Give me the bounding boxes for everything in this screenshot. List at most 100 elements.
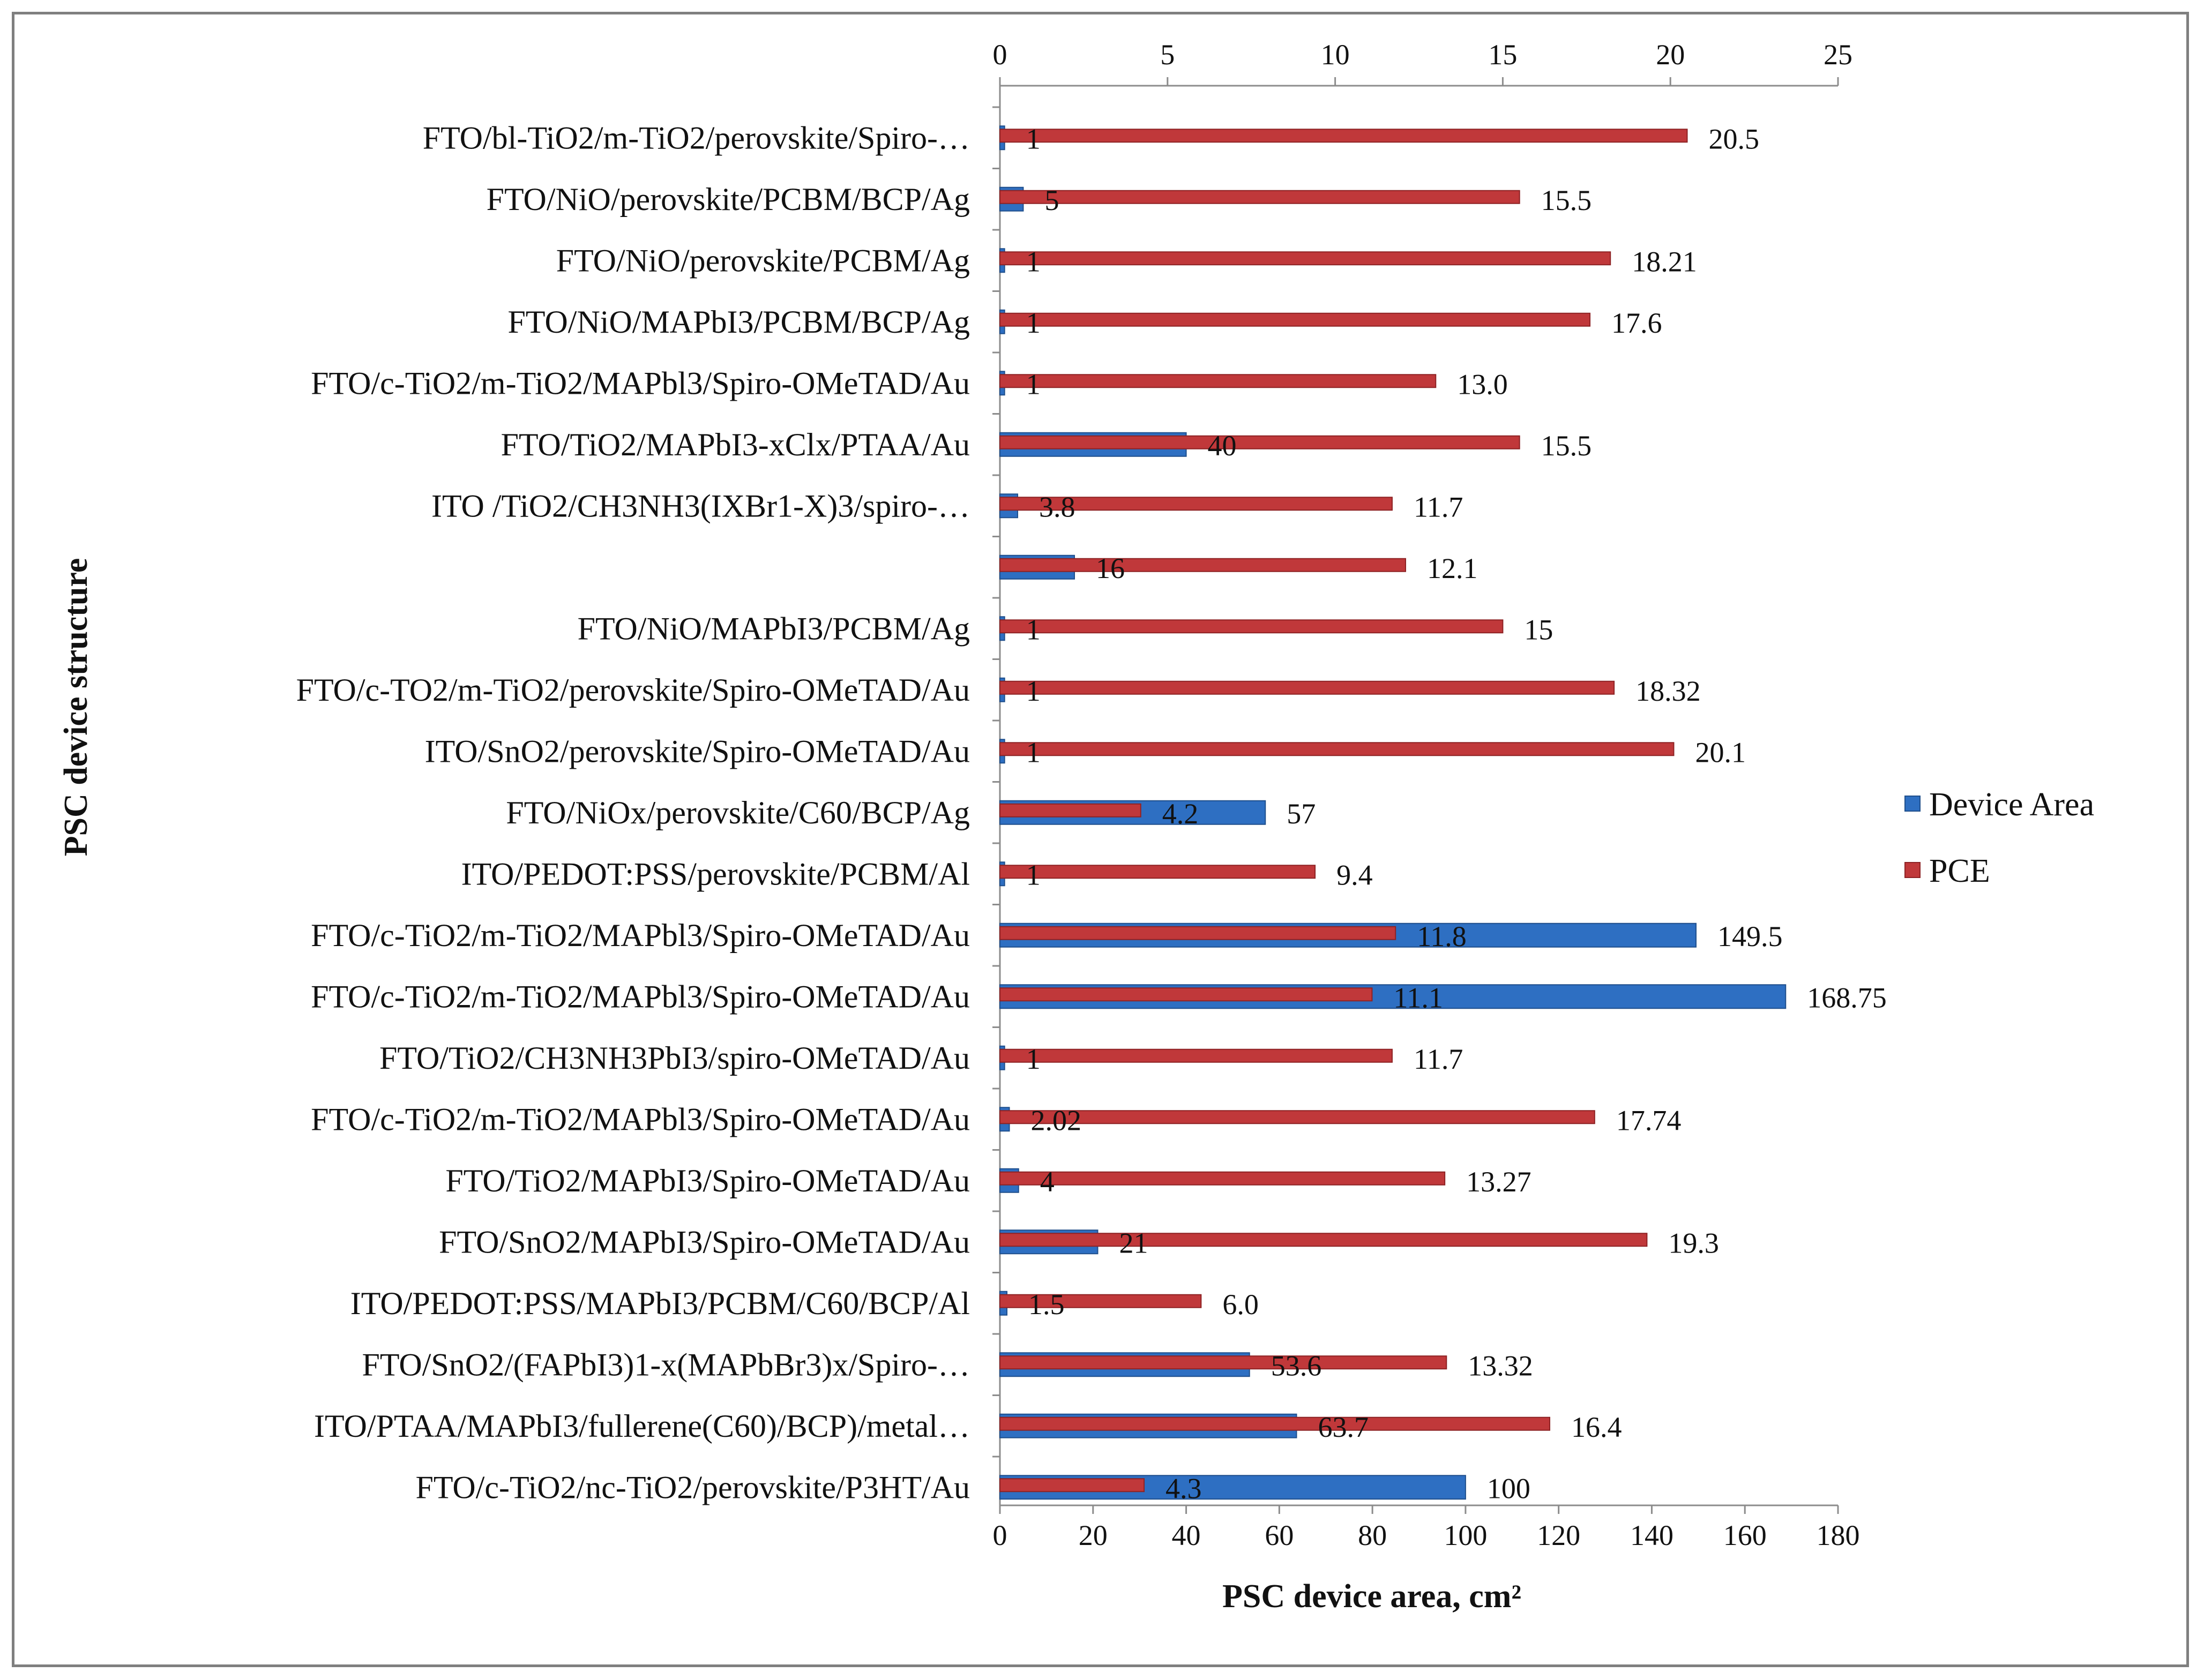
device-area-value-label: 53.6 <box>1271 1349 1322 1382</box>
device-area-value-label: 1 <box>1026 675 1041 707</box>
x-axis-title: PSC device area, cm² <box>1222 1578 1521 1615</box>
labels-layer: FTO/bl-TiO2/m-TiO2/perovskite/Spiro-… 1 20… <box>296 120 1887 1505</box>
category-label: FTO/NiO/MAPbI3/PCBM/BCP/Ag <box>508 304 970 340</box>
pce-bar <box>999 1233 1648 1247</box>
pce-bar <box>999 374 1437 388</box>
device-area-value-label: 16 <box>1096 552 1125 584</box>
device-area-value-label: 1 <box>1026 368 1041 400</box>
pce-value-label: 11.8 <box>1417 920 1467 952</box>
category-label: FTO/NiO/perovskite/PCBM/Ag <box>556 243 970 278</box>
pce-bar <box>999 312 1591 327</box>
category-label: FTO/bl-TiO2/m-TiO2/perovskite/Spiro-… <box>423 120 970 155</box>
bottom-axis-tick-label: 0 <box>993 1519 1007 1551</box>
category-label: ITO/PEDOT:PSS/perovskite/PCBM/Al <box>461 856 970 891</box>
pce-bar <box>999 1110 1595 1124</box>
pce-bar <box>999 1294 1202 1308</box>
bottom-axis-tick-label: 20 <box>1079 1519 1108 1551</box>
pce-value-label: 17.74 <box>1616 1104 1682 1136</box>
category-label: FTO/NiO/MAPbI3/PCBM/Ag <box>578 611 970 646</box>
device-area-value-label: 21 <box>1119 1227 1148 1259</box>
device-area-value-label: 57 <box>1287 798 1316 830</box>
pce-bar <box>999 803 1141 818</box>
pce-bar <box>999 1355 1447 1370</box>
pce-value-label: 15 <box>1524 613 1553 646</box>
legend-label-pce: PCE <box>1929 853 1990 889</box>
pce-value-label: 11.1 <box>1393 981 1443 1014</box>
device-area-value-label: 40 <box>1208 430 1237 462</box>
pce-value-label: 11.7 <box>1414 491 1463 523</box>
device-area-value-label: 5 <box>1044 184 1059 216</box>
category-label: ITO /TiO2/CH3NH3(IXBr1-X)3/spiro-… <box>431 488 970 523</box>
pce-bar <box>999 190 1520 204</box>
category-label: FTO/NiO/perovskite/PCBM/BCP/Ag <box>487 182 970 217</box>
category-label: ITO/PTAA/MAPbI3/fullerene(C60)/BCP)/meta… <box>314 1408 970 1444</box>
top-axis-tick-label: 20 <box>1656 39 1685 71</box>
pce-value-label: 15.5 <box>1541 430 1592 462</box>
device-area-value-label: 1 <box>1026 245 1041 278</box>
pce-value-label: 18.21 <box>1632 245 1697 278</box>
device-area-value-label: 1 <box>1026 859 1041 891</box>
category-label: FTO/c-TiO2/m-TiO2/MAPbl3/Spiro-OMeTAD/Au <box>311 365 970 401</box>
category-label: FTO/TiO2/MAPbI3/Spiro-OMeTAD/Au <box>445 1163 970 1198</box>
top-axis-tick-label: 5 <box>1160 39 1175 71</box>
legend-swatch-device-area <box>1904 796 1921 812</box>
bars-layer <box>999 125 1787 1500</box>
pce-value-label: 17.6 <box>1611 307 1662 339</box>
pce-value-label: 13.0 <box>1457 368 1508 400</box>
device-area-value-label: 63.7 <box>1318 1411 1369 1443</box>
category-label: FTO/c-TO2/m-TiO2/perovskite/Spiro-OMeTAD… <box>296 672 970 708</box>
pce-value-label: 6.0 <box>1222 1288 1259 1321</box>
bottom-axis-tick-label: 40 <box>1172 1519 1201 1551</box>
device-area-value-label: 1 <box>1026 307 1041 339</box>
pce-bar <box>999 435 1520 449</box>
category-label: FTO/SnO2/(FAPbI3)1-x(MAPbBr3)x/Spiro-… <box>362 1347 970 1382</box>
device-area-value-label: 1 <box>1026 123 1041 155</box>
y-axis-title: PSC device structure <box>58 558 94 857</box>
bottom-axis-tick-label: 140 <box>1630 1519 1673 1551</box>
device-area-value-label: 1 <box>1026 1043 1041 1075</box>
pce-value-label: 19.3 <box>1668 1227 1719 1259</box>
pce-value-label: 12.1 <box>1427 552 1478 584</box>
pce-bar <box>999 742 1675 756</box>
bottom-axis-tick-label: 100 <box>1444 1519 1487 1551</box>
category-label: ITO/PEDOT:PSS/MAPbI3/PCBM/C60/BCP/Al <box>350 1286 970 1321</box>
pce-value-label: 9.4 <box>1336 859 1373 891</box>
pce-value-label: 16.4 <box>1571 1411 1622 1443</box>
pce-bar <box>999 619 1504 634</box>
device-area-value-label: 168.75 <box>1807 981 1887 1014</box>
pce-bar <box>999 680 1615 695</box>
device-area-value-label: 1 <box>1026 736 1041 768</box>
pce-value-label: 4.3 <box>1165 1472 1202 1504</box>
pce-bar <box>999 129 1688 143</box>
pce-bar <box>999 926 1396 940</box>
pce-value-label: 4.2 <box>1162 798 1199 830</box>
category-label: FTO/c-TiO2/m-TiO2/MAPbl3/Spiro-OMeTAD/Au <box>311 1101 970 1137</box>
device-area-value-label: 149.5 <box>1717 920 1783 952</box>
category-label: FTO/c-TiO2/m-TiO2/MAPbl3/Spiro-OMeTAD/Au <box>311 918 970 953</box>
category-label: FTO/NiOx/perovskite/C60/BCP/Ag <box>506 795 970 830</box>
pce-bar <box>999 865 1316 879</box>
pce-value-label: 20.5 <box>1708 123 1759 155</box>
category-label: FTO/TiO2/CH3NH3PbI3/spiro-OMeTAD/Au <box>379 1040 970 1076</box>
pce-bar <box>999 1048 1393 1063</box>
pce-bar <box>999 1416 1550 1431</box>
category-label: FTO/TiO2/MAPbI3-xClx/PTAA/Au <box>501 427 970 462</box>
pce-bar <box>999 497 1393 511</box>
device-area-value-label: 100 <box>1487 1472 1530 1504</box>
pce-value-label: 20.1 <box>1695 736 1746 768</box>
pce-value-label: 13.27 <box>1466 1166 1531 1198</box>
category-label: ITO/SnO2/perovskite/Spiro-OMeTAD/Au <box>425 733 970 769</box>
bottom-axis-tick-label: 80 <box>1358 1519 1387 1551</box>
pce-bar <box>999 987 1373 1002</box>
pce-value-label: 11.7 <box>1414 1043 1463 1075</box>
bottom-axis-tick-label: 160 <box>1723 1519 1767 1551</box>
bottom-axis-tick-label: 120 <box>1537 1519 1580 1551</box>
device-area-value-label: 1 <box>1026 613 1041 646</box>
top-axis-tick-label: 0 <box>993 39 1007 71</box>
category-label: FTO/SnO2/MAPbI3/Spiro-OMeTAD/Au <box>439 1224 970 1259</box>
bottom-axis-tick-label: 180 <box>1817 1519 1860 1551</box>
legend-label-device-area: Device Area <box>1929 786 2094 823</box>
pce-value-label: 15.5 <box>1541 184 1592 216</box>
